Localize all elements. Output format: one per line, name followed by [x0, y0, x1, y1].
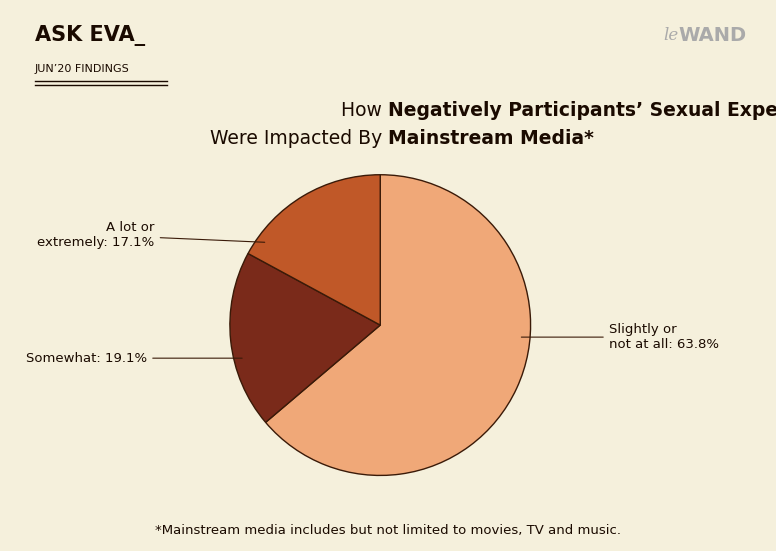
Wedge shape	[265, 175, 531, 476]
Text: How: How	[341, 101, 388, 120]
Text: le: le	[663, 28, 679, 44]
Text: Mainstream Media*: Mainstream Media*	[388, 129, 594, 148]
Text: WAND: WAND	[678, 26, 747, 45]
Wedge shape	[230, 253, 380, 423]
Text: Negatively Participants’ Sexual Experiences: Negatively Participants’ Sexual Experien…	[388, 101, 776, 120]
Text: Were Impacted By: Were Impacted By	[210, 129, 388, 148]
Text: JUN’20 FINDINGS: JUN’20 FINDINGS	[35, 64, 130, 74]
Text: *Mainstream media includes but not limited to movies, TV and music.: *Mainstream media includes but not limit…	[155, 523, 621, 537]
Text: Slightly or
not at all: 63.8%: Slightly or not at all: 63.8%	[521, 323, 719, 351]
Text: A lot or
extremely: 17.1%: A lot or extremely: 17.1%	[37, 221, 265, 249]
Text: Somewhat: 19.1%: Somewhat: 19.1%	[26, 352, 242, 365]
Wedge shape	[248, 175, 380, 325]
Text: ASK EVA_: ASK EVA_	[35, 25, 145, 46]
